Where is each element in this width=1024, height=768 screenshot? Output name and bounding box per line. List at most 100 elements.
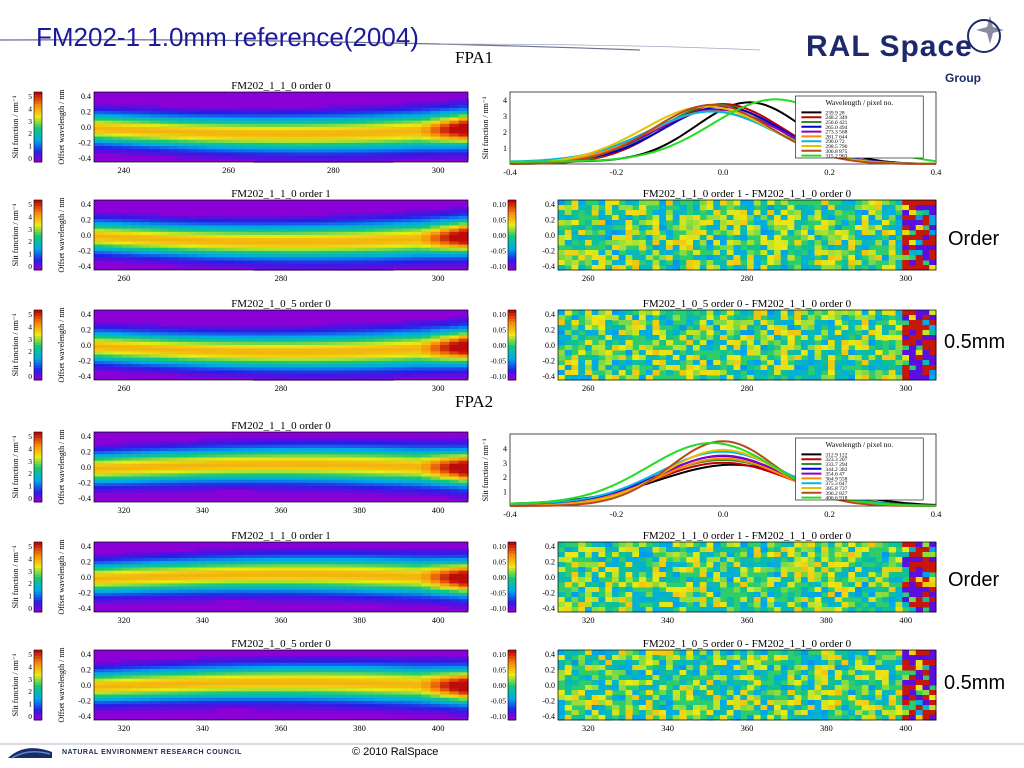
heatmap-cell xyxy=(94,136,104,141)
heatmap-cell xyxy=(327,583,338,588)
colorbar-swatch xyxy=(34,217,42,221)
heatmap-cell xyxy=(178,685,189,689)
difference-cell xyxy=(814,230,822,236)
heatmap-cell xyxy=(215,111,226,115)
heatmap-cell xyxy=(271,114,282,119)
heatmap-cell xyxy=(337,444,348,449)
difference-cell xyxy=(578,205,586,211)
difference-cell xyxy=(861,235,869,241)
difference-cell xyxy=(767,215,775,221)
difference-cell xyxy=(861,205,869,211)
heatmap-cell xyxy=(112,136,123,141)
heatmap-cell xyxy=(243,672,254,677)
heatmap-cell xyxy=(365,567,376,572)
heatmap-cell xyxy=(281,586,291,591)
heatmap-ytick-label: 0.4 xyxy=(81,432,91,441)
heatmap-cell xyxy=(299,454,310,459)
heatmap-cell xyxy=(421,564,432,569)
heatmap-cell xyxy=(290,548,301,553)
heatmap-cell xyxy=(318,704,329,708)
heatmap-cell xyxy=(103,592,114,597)
heatmap-cell xyxy=(449,704,460,708)
heatmap-cell xyxy=(168,669,179,673)
colorbar-swatch xyxy=(34,487,42,491)
heatmap-cell xyxy=(187,367,198,372)
heatmap-cell xyxy=(131,364,142,368)
difference-cell xyxy=(564,210,572,216)
difference-cell xyxy=(618,210,626,216)
heatmap-cell xyxy=(383,345,394,349)
heatmap-ytick-label: -0.4 xyxy=(78,494,91,503)
heatmap-cell xyxy=(449,441,460,446)
heatmap-cell xyxy=(290,155,301,160)
heatmap-cell xyxy=(439,486,450,490)
heatmap-cell xyxy=(327,586,338,591)
heatmap-cell xyxy=(411,675,422,680)
heatmap-cell xyxy=(421,656,432,661)
heatmap-cell xyxy=(243,139,254,144)
heatmap-cell xyxy=(327,341,338,346)
heatmap-cell xyxy=(281,659,291,664)
difference-cell xyxy=(767,250,775,256)
heatmap-cell xyxy=(365,212,376,217)
difference-cell xyxy=(720,200,728,206)
heatmap-cell xyxy=(299,567,310,572)
heatmap-cell xyxy=(271,250,282,255)
heatmap-xtick-label: 360 xyxy=(275,505,288,515)
heatmap-cell xyxy=(196,219,207,223)
heatmap-cell xyxy=(449,548,460,553)
heatmap-cell xyxy=(337,599,348,604)
heatmap-cell xyxy=(439,589,450,594)
heatmap-cell xyxy=(168,672,179,677)
heatmap-cell xyxy=(449,123,460,128)
heatmap-cell xyxy=(187,482,198,487)
difference-cell xyxy=(571,200,579,206)
difference-cell xyxy=(720,265,728,271)
heatmap-cell xyxy=(458,492,469,497)
heatmap-cell xyxy=(337,460,348,465)
difference-ytick-label: 0.2 xyxy=(545,216,555,225)
heatmap-cell xyxy=(122,573,132,578)
heatmap-cell xyxy=(299,133,310,138)
heatmap-cell xyxy=(365,133,376,138)
heatmap-cell xyxy=(374,219,385,223)
heatmap-cell xyxy=(131,551,142,556)
difference-cell xyxy=(747,225,755,231)
heatmap-cell xyxy=(271,360,282,365)
heatmap-cell xyxy=(140,360,151,365)
heatmap-cell xyxy=(439,662,450,667)
heatmap-cell xyxy=(439,341,450,346)
header-swoosh-2 xyxy=(439,43,761,51)
heatmap-cell xyxy=(327,354,338,359)
heatmap-ylabel: Offset wavelength / nm xyxy=(57,89,66,165)
heatmap-cell xyxy=(402,345,413,349)
heatmap-cell xyxy=(290,117,301,122)
heatmap-cell xyxy=(318,364,329,368)
heatmap-cell xyxy=(281,260,291,265)
heatmap-cell xyxy=(243,228,254,233)
heatmap-cell xyxy=(178,454,189,459)
heatmap-cell xyxy=(281,123,291,128)
heatmap-cell xyxy=(327,577,338,581)
heatmap-cell xyxy=(122,675,132,680)
difference-cell xyxy=(558,200,566,206)
heatmap-cell xyxy=(355,704,366,708)
heatmap-cell xyxy=(122,231,132,236)
heatmap-cell xyxy=(252,564,263,569)
heatmap-cell xyxy=(439,548,450,553)
heatmap-cell xyxy=(346,263,357,268)
heatmap-ytick-label: 0.4 xyxy=(81,310,91,319)
heatmap-cell xyxy=(365,130,376,134)
heatmap-cell xyxy=(168,238,179,242)
colorbar-swatch xyxy=(34,205,42,210)
heatmap-cell xyxy=(94,123,104,128)
colorbar-swatch xyxy=(34,246,42,251)
heatmap-cell xyxy=(168,332,179,337)
heatmap-cell xyxy=(458,146,469,150)
heatmap-cell xyxy=(122,222,132,227)
heatmap-cell xyxy=(449,707,460,712)
heatmap-cell xyxy=(178,441,189,446)
heatmap-cell xyxy=(94,222,104,227)
difference-cell xyxy=(713,255,721,261)
heatmap-cell xyxy=(224,225,235,230)
